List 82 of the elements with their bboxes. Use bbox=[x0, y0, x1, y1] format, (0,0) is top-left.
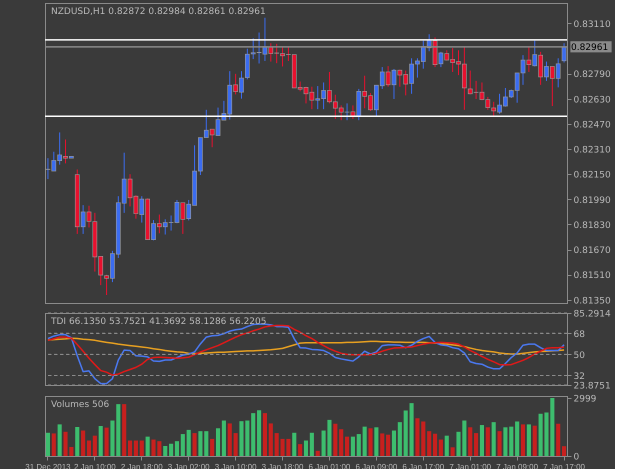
bar bbox=[192, 433, 197, 456]
line-series bbox=[47, 324, 565, 376]
bar bbox=[432, 434, 438, 456]
bar bbox=[368, 428, 373, 456]
bar bbox=[286, 438, 290, 456]
y-tick-label: 85.2914 bbox=[574, 310, 611, 320]
bar bbox=[174, 441, 180, 456]
bar bbox=[239, 421, 244, 456]
bar bbox=[298, 444, 302, 456]
bar bbox=[444, 436, 449, 456]
y-tick-label: 0.82630 bbox=[574, 95, 611, 106]
bar bbox=[550, 398, 554, 456]
bar bbox=[345, 436, 350, 456]
bar bbox=[146, 436, 150, 456]
y-tick-label: 0.82310 bbox=[574, 146, 611, 156]
ref-line-label: 0.82961 bbox=[571, 42, 608, 53]
bar bbox=[292, 432, 296, 456]
bar bbox=[374, 427, 378, 456]
y-tick-label: 0.82790 bbox=[574, 70, 611, 80]
y-tick-label: 68 bbox=[574, 330, 586, 340]
bar bbox=[520, 424, 526, 456]
y-tick-label: 0.82470 bbox=[574, 120, 611, 130]
candlestick bbox=[244, 48, 250, 80]
bar bbox=[52, 433, 56, 456]
y-tick-label: 0 bbox=[574, 452, 580, 462]
bar bbox=[498, 431, 502, 456]
bar bbox=[210, 438, 214, 456]
y-tick-label: 0.82150 bbox=[574, 170, 611, 181]
bar bbox=[456, 432, 461, 456]
bar bbox=[222, 420, 226, 456]
bar bbox=[322, 430, 326, 456]
bar bbox=[280, 438, 285, 456]
bar bbox=[532, 426, 537, 456]
bar bbox=[151, 440, 156, 456]
bar bbox=[438, 440, 443, 456]
bar bbox=[110, 420, 114, 456]
bar bbox=[310, 432, 314, 456]
line-series bbox=[47, 337, 565, 355]
bar bbox=[316, 450, 320, 456]
bar bbox=[216, 428, 220, 456]
bar bbox=[58, 424, 62, 456]
bar bbox=[544, 412, 549, 456]
line-series bbox=[47, 323, 565, 384]
bar bbox=[480, 425, 484, 456]
bar bbox=[81, 430, 86, 456]
y-tick-label: 32 bbox=[574, 372, 585, 382]
y-tick-label: 0.81990 bbox=[574, 196, 611, 206]
bar bbox=[415, 418, 420, 456]
y-tick-label: 0.81510 bbox=[574, 271, 611, 282]
bar bbox=[486, 427, 490, 456]
bar bbox=[86, 440, 92, 456]
bar bbox=[116, 404, 120, 456]
bar bbox=[122, 404, 126, 456]
bar bbox=[262, 413, 267, 456]
bar bbox=[157, 441, 162, 456]
y-tick-label: 0.81670 bbox=[574, 246, 611, 256]
candlestick bbox=[562, 42, 566, 64]
bar bbox=[104, 428, 109, 456]
bar bbox=[492, 422, 496, 456]
y-tick-label: 0.83110 bbox=[574, 20, 611, 30]
y-tick-label: 0.81830 bbox=[574, 220, 611, 231]
bar bbox=[69, 446, 74, 456]
bar bbox=[304, 440, 308, 456]
bar bbox=[63, 432, 68, 456]
bar bbox=[128, 440, 132, 456]
y-tick-label: 0.81350 bbox=[574, 296, 611, 306]
bar bbox=[526, 424, 531, 456]
y-tick-label: 23.8751 bbox=[574, 382, 611, 392]
bar bbox=[450, 447, 455, 456]
bar bbox=[92, 436, 97, 456]
chart-title: Volumes 506 bbox=[51, 400, 110, 410]
chart-title: TDI 66.1350 53.7521 41.3692 58.1286 56.2205 bbox=[50, 317, 266, 327]
bar bbox=[538, 414, 543, 456]
bar bbox=[75, 426, 80, 456]
bar bbox=[327, 420, 332, 456]
bar bbox=[46, 432, 50, 456]
bar bbox=[392, 430, 396, 456]
y-tick-label: 50 bbox=[574, 350, 586, 361]
chart-title: NZDUSD,H1 0.82872 0.82984 0.82861 0.82961 bbox=[51, 7, 266, 17]
y-tick-label: 2999 bbox=[574, 394, 597, 404]
bar bbox=[462, 420, 466, 456]
bar bbox=[98, 426, 103, 456]
